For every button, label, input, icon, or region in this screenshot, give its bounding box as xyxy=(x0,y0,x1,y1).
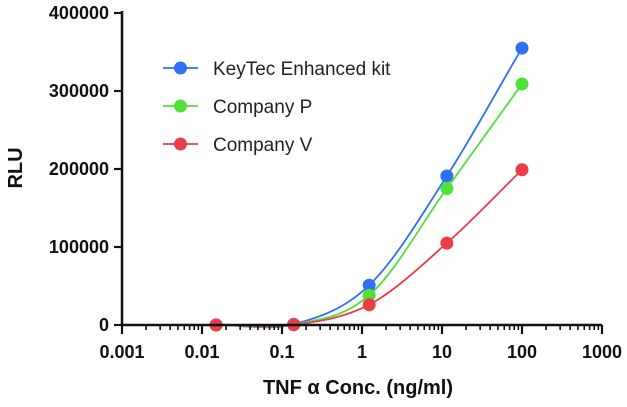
legend-item: Company V xyxy=(163,135,313,156)
data-points xyxy=(209,41,529,332)
tick-labels: 0.001 0.01 0.1 1 10 100 1000 0 100000 200000 30000… xyxy=(49,3,622,362)
y-tick-label: 400000 xyxy=(49,3,109,23)
legend-marker xyxy=(174,137,187,151)
legend: KeyTec Enhanced kit Company P Company V xyxy=(163,59,391,156)
data-point-series-1 xyxy=(362,278,376,292)
y-tick-label: 0 xyxy=(99,315,109,335)
legend-marker xyxy=(174,61,187,75)
data-point-series-1 xyxy=(440,169,454,183)
data-point-series-2 xyxy=(515,77,529,91)
data-point-series-3 xyxy=(440,236,454,250)
y-tick-label: 200000 xyxy=(49,159,109,179)
legend-label: KeyTec Enhanced kit xyxy=(213,59,391,80)
x-tick-label: 10 xyxy=(432,342,452,362)
data-point-series-2 xyxy=(362,288,376,302)
legend-label: Company P xyxy=(213,97,312,118)
data-point-series-3 xyxy=(515,163,529,177)
x-axis-title: TNF α Conc. (ng/ml) xyxy=(263,377,453,399)
y-tick-label: 100000 xyxy=(49,237,109,257)
x-tick-label: 0.001 xyxy=(99,342,144,362)
data-point-series-2 xyxy=(440,182,454,195)
y-tick-label: 300000 xyxy=(49,81,109,101)
x-tick-label: 0.01 xyxy=(184,342,219,362)
legend-item: Company P xyxy=(163,97,312,118)
legend-item: KeyTec Enhanced kit xyxy=(163,59,391,80)
x-tick-label: 1000 xyxy=(582,342,622,362)
data-point-series-1 xyxy=(515,41,529,55)
data-point-series-3 xyxy=(362,298,376,312)
x-tick-label: 0.1 xyxy=(269,342,294,362)
legend-marker xyxy=(174,99,187,113)
legend-label: Company V xyxy=(213,135,313,156)
axes xyxy=(114,11,604,334)
y-axis-title: RLU xyxy=(5,147,27,188)
x-tick-label: 1 xyxy=(357,342,367,362)
x-tick-label: 100 xyxy=(507,342,537,362)
